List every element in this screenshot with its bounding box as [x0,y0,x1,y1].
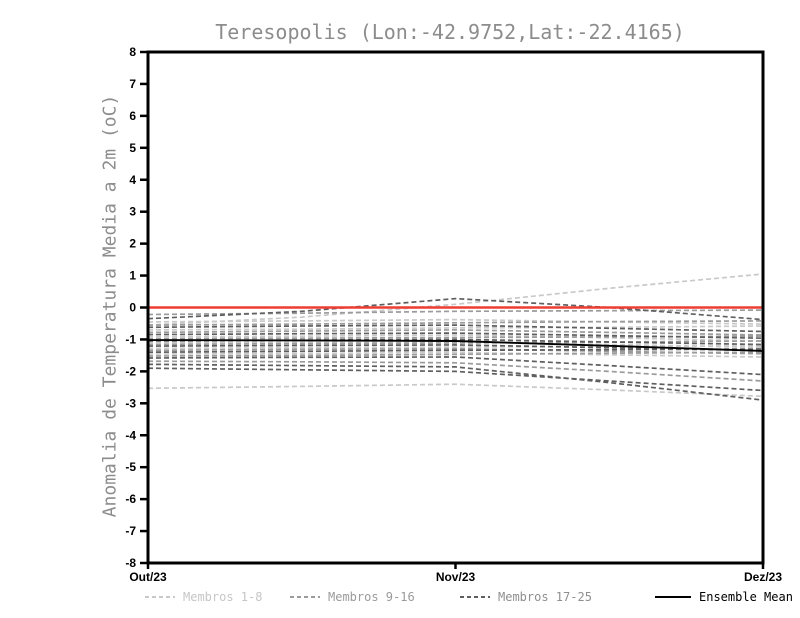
ensemble-member-line [147,318,764,325]
legend-entry-membros-1-8: Membros 1-8 [145,590,262,604]
y-tick-label: -2 [125,364,136,378]
y-tick-label: -7 [125,524,136,538]
y-tick-label: -1 [125,332,136,346]
ensemble-member-line [147,334,764,342]
ensemble-member-line [147,360,764,382]
ensemble-member-line [147,273,764,326]
y-tick-label: 4 [129,173,136,187]
legend-entry-ensemble-mean: Ensemble Mean [655,590,793,604]
y-tick-label: -6 [125,492,136,506]
y-tick-label: 6 [129,109,136,123]
dashed-line-swatch [145,596,175,598]
ensemble-member-line [147,367,764,392]
ensemble-member-line [147,329,764,336]
ensemble-member-line [147,309,764,316]
ensemble-member-line [147,320,764,326]
ensemble-member-line [147,340,764,346]
ensemble-member-line [147,351,764,357]
legend-label: Membros 9-16 [328,590,415,604]
dashed-line-swatch [290,596,320,598]
y-tick-label: 2 [129,237,136,251]
y-tick-label: -4 [125,428,136,442]
y-tick-label: -8 [125,556,136,570]
ensemble-member-line [147,383,764,398]
y-tick-label: -3 [125,396,136,410]
ensemble-member-line [147,332,764,340]
legend-label: Membros 1-8 [183,590,263,604]
x-tick-label: Nov/23 [436,570,476,584]
solid-line-swatch [655,596,691,598]
ensemble-member-line [147,297,764,321]
legend-entry-membros-9-16: Membros 9-16 [290,590,415,604]
legend-label: Membros 17-25 [498,590,592,604]
chart-title: Teresopolis (Lon:-42.9752,Lat:-22.4165) [215,20,685,44]
legend-entry-membros-17-25: Membros 17-25 [460,590,592,604]
ensemble-member-line [147,338,764,346]
y-tick-label: 8 [129,45,136,59]
y-tick-label: 3 [129,205,136,219]
ensemble-mean-line [147,339,764,352]
dashed-line-swatch [460,596,490,598]
ensemble-member-line [147,344,764,350]
ensemble-member-line [147,363,764,401]
legend-label: Ensemble Mean [699,590,793,604]
ensemble-member-line [147,356,764,376]
y-tick-label: 1 [129,269,136,283]
ensemble-member-line [147,325,764,331]
ensemble-member-line [147,324,764,333]
y-tick-label: -5 [125,460,136,474]
y-tick-label: 7 [129,77,136,91]
plot-frame [146,50,765,565]
ensemble-member-line [147,351,764,358]
x-tick-label: Out/23 [129,570,167,584]
y-tick-label: 5 [129,141,136,155]
x-tick-label: Dez/23 [744,570,782,584]
ensemble-member-line [147,348,764,354]
y-tick-label: 0 [129,301,136,315]
